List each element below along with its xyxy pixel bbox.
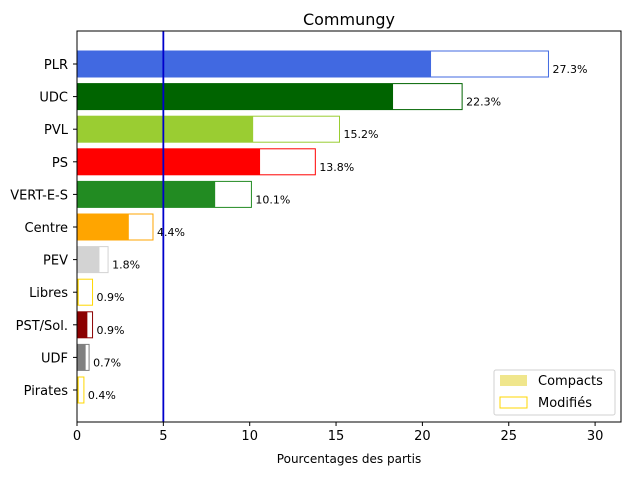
legend-label-modifies: Modifiés	[538, 396, 592, 411]
x-tick-label-5: 5	[159, 429, 167, 444]
data-label-vert-e-s: 10.1%	[255, 193, 290, 206]
bar-compacts-centre	[77, 214, 129, 240]
y-tick-label-pirates: Pirates	[24, 384, 69, 399]
data-label-pirates: 0.4%	[88, 389, 116, 402]
x-axis: 0 5 10 15 20 25 30	[73, 422, 604, 444]
x-tick-label-20: 20	[414, 429, 431, 444]
x-tick-label-30: 30	[587, 429, 604, 444]
bar-compacts-plr	[77, 51, 432, 77]
bar-compacts-pvl	[77, 116, 254, 143]
bar-compacts-libres	[77, 279, 79, 306]
y-tick-label-udc: UDC	[39, 91, 68, 106]
y-tick-label-pev: PEV	[43, 254, 68, 269]
bar-compacts-udf	[77, 344, 86, 371]
legend-swatch-modifies	[499, 396, 528, 409]
bar-compacts-ps	[77, 148, 261, 175]
y-tick-label-ps: PS	[52, 156, 68, 171]
y-tick-label-plr: PLR	[44, 58, 68, 73]
y-tick-label-centre: Centre	[25, 221, 68, 236]
bars-layer	[76, 50, 549, 404]
chart-title: Commungy	[303, 10, 395, 29]
bar-compacts-pst-sol	[77, 311, 88, 338]
x-tick-label-10: 10	[241, 429, 258, 444]
data-label-centre: 4.4%	[157, 226, 185, 239]
x-tick-label-25: 25	[500, 429, 517, 444]
data-label-pst-sol: 0.9%	[97, 324, 125, 337]
data-label-pev: 1.8%	[112, 259, 140, 272]
x-tick-label-15: 15	[328, 429, 345, 444]
legend: Compacts Modifiés	[493, 369, 616, 416]
y-tick-label-libres: Libres	[29, 286, 68, 301]
bar-compacts-udc	[77, 83, 394, 110]
bar-modifies-libres	[76, 278, 94, 306]
data-label-plr: 27.3%	[552, 63, 587, 76]
data-labels-layer: 27.3% 22.3% 15.2% 13.8% 10.1% 4.4% 1.8% 0.9% 0.9…	[88, 63, 588, 402]
legend-label-compacts: Compacts	[538, 374, 603, 389]
y-tick-label-udf: UDF	[41, 351, 68, 366]
legend-swatch-compacts	[500, 375, 527, 386]
data-label-udc: 22.3%	[466, 96, 501, 109]
y-tick-label-vert-e-s: VERT-E-S	[10, 188, 68, 203]
x-tick-label-0: 0	[73, 429, 81, 444]
bar-compacts-pev	[77, 246, 100, 273]
data-label-pvl: 15.2%	[344, 128, 379, 141]
y-axis: PLR UDC PVL PS VERT-E-S Centre PEV Libres PST/So…	[10, 58, 77, 399]
bar-compacts-vert-e-s	[77, 181, 216, 208]
data-label-libres: 0.9%	[97, 291, 125, 304]
bar-compacts-pirates	[77, 377, 79, 403]
y-tick-label-pst-sol: PST/Sol.	[16, 319, 68, 334]
data-label-ps: 13.8%	[319, 161, 354, 174]
y-tick-label-pvl: PVL	[44, 123, 69, 138]
x-axis-label: Pourcentages des partis	[277, 452, 421, 466]
data-label-udf: 0.7%	[93, 356, 121, 369]
